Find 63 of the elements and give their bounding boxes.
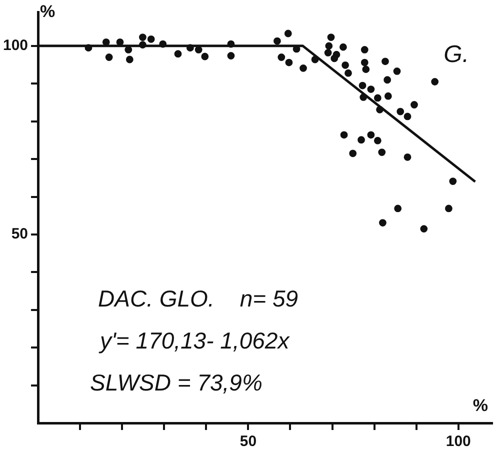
- point: [311, 56, 319, 64]
- point: [284, 30, 292, 38]
- point: [285, 58, 293, 66]
- point: [344, 69, 352, 77]
- point: [362, 66, 370, 74]
- x-axis-title: %: [472, 396, 488, 416]
- point: [105, 54, 113, 61]
- point: [374, 136, 382, 144]
- point: [404, 153, 412, 161]
- point: [138, 34, 146, 41]
- point: [274, 37, 281, 45]
- point: [227, 52, 235, 60]
- point: [445, 204, 452, 212]
- point: [360, 58, 368, 66]
- point: [159, 40, 167, 48]
- point: [124, 46, 132, 54]
- point: [116, 38, 124, 46]
- point: [186, 44, 194, 52]
- point: [394, 204, 402, 212]
- point: [300, 64, 307, 72]
- point: [138, 41, 146, 49]
- point: [278, 54, 286, 61]
- point: [358, 82, 366, 90]
- point: [227, 40, 235, 48]
- point: [174, 50, 182, 58]
- point: [147, 35, 155, 43]
- point: [420, 225, 428, 233]
- point: [360, 46, 368, 54]
- point: [404, 112, 412, 120]
- point: [327, 34, 335, 41]
- point: [349, 150, 357, 158]
- annotation: DAC. GLO. n= 59: [98, 285, 298, 312]
- point: [374, 94, 382, 102]
- point: [324, 49, 332, 56]
- point: [449, 178, 457, 185]
- annotation: y'= 170,13- 1,062x: [98, 327, 291, 354]
- point: [84, 44, 92, 52]
- point: [342, 61, 349, 69]
- annotation: G.: [444, 41, 470, 68]
- point: [376, 106, 384, 114]
- point: [379, 219, 386, 226]
- point: [325, 42, 333, 50]
- point: [194, 46, 202, 54]
- point: [358, 136, 365, 144]
- point: [382, 58, 389, 66]
- point: [340, 43, 347, 51]
- point: [410, 101, 418, 108]
- point: [367, 86, 375, 93]
- annotation: SLWSD = 73,9%: [90, 369, 262, 396]
- point: [340, 131, 348, 139]
- point: [126, 56, 134, 64]
- point: [393, 68, 401, 75]
- point: [396, 108, 404, 116]
- point: [367, 131, 375, 139]
- point: [360, 94, 368, 101]
- point: [384, 76, 392, 84]
- point: [102, 38, 110, 46]
- y-axis-title: %: [40, 2, 56, 22]
- point: [330, 54, 338, 62]
- point: [384, 92, 392, 100]
- point: [201, 52, 209, 60]
- point: [378, 148, 386, 156]
- point: [431, 78, 439, 86]
